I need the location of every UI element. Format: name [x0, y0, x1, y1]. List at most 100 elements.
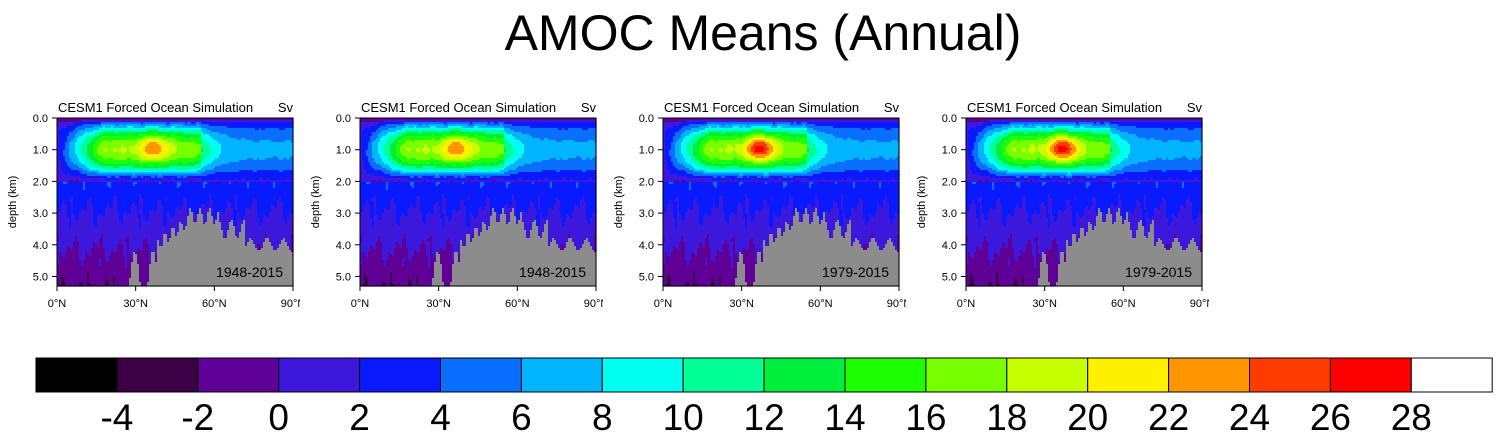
contour-cell: [93, 168, 96, 171]
contour-cell: [97, 194, 100, 197]
contour-cell: [173, 150, 176, 153]
contour-cell: [73, 140, 76, 143]
contour-cell: [163, 234, 166, 237]
contour-cell: [143, 142, 146, 145]
contour-cell: [171, 164, 174, 167]
contour-cell: [137, 160, 140, 163]
contour-cell: [117, 152, 120, 155]
contour-cell: [133, 228, 136, 231]
contour-cell: [91, 122, 94, 125]
contour-cell: [125, 250, 128, 253]
contour-cell: [107, 242, 110, 245]
contour-cell: [59, 276, 62, 279]
contour-cell: [101, 186, 104, 189]
contour-cell: [161, 192, 164, 195]
contour-cell: [131, 228, 134, 231]
contour-cell: [93, 240, 96, 243]
contour-cell: [135, 234, 138, 237]
contour-cell: [117, 192, 120, 195]
contour-cell: [71, 280, 74, 283]
contour-cell: [77, 268, 80, 271]
contour-cell: [141, 254, 144, 257]
contour-cell: [91, 220, 94, 223]
contour-cell: [169, 148, 172, 151]
contour-cell: [91, 124, 94, 127]
contour-cell: [155, 184, 158, 187]
contour-cell: [133, 140, 136, 143]
contour-cell: [109, 176, 112, 179]
contour-cell: [67, 142, 70, 145]
contour-cell: [173, 238, 176, 241]
contour-cell: [147, 188, 150, 191]
contour-cell: [75, 194, 78, 197]
contour-cell: [127, 184, 130, 187]
contour-cell: [153, 186, 156, 189]
contour-cell: [57, 252, 60, 255]
contour-cell: [83, 214, 86, 217]
contour-cell: [119, 170, 122, 173]
contour-cell: [63, 208, 66, 211]
contour-cell: [143, 160, 146, 163]
contour-cell: [129, 216, 132, 219]
contour-cell: [133, 154, 136, 157]
contour-cell: [73, 186, 76, 189]
contour-cell: [169, 284, 172, 287]
contour-cell: [171, 220, 174, 223]
contour-cell: [87, 214, 90, 217]
contour-cell: [135, 144, 138, 147]
contour-cell: [61, 188, 64, 191]
contour-cell: [121, 200, 124, 203]
contour-cell: [163, 154, 166, 157]
contour-cell: [143, 206, 146, 209]
contour-cell: [143, 174, 146, 177]
contour-cell: [129, 170, 132, 173]
contour-cell: [113, 262, 116, 265]
contour-cell: [123, 134, 126, 137]
contour-cell: [123, 126, 126, 129]
contour-cell: [137, 254, 140, 257]
contour-cell: [119, 176, 122, 179]
contour-cell: [67, 218, 70, 221]
contour-cell: [159, 264, 162, 267]
contour-cell: [149, 218, 152, 221]
contour-cell: [169, 176, 172, 179]
contour-cell: [79, 236, 82, 239]
contour-cell: [129, 188, 132, 191]
contour-cell: [103, 208, 106, 211]
contour-cell: [69, 158, 72, 161]
contour-cell: [129, 140, 132, 143]
contour-cell: [85, 182, 88, 185]
contour-cell: [79, 144, 82, 147]
contour-cell: [117, 130, 120, 133]
contour-cell: [57, 238, 60, 241]
contour-cell: [69, 232, 72, 235]
contour-cell: [71, 128, 74, 131]
contour-cell: [105, 206, 108, 209]
contour-cell: [103, 138, 106, 141]
contour-cell: [99, 242, 102, 245]
contour-cell: [69, 148, 72, 151]
contour-cell: [137, 250, 140, 253]
contour-cell: [151, 140, 154, 143]
contour-cell: [119, 278, 122, 281]
contour-cell: [97, 230, 100, 233]
contour-cell: [109, 274, 112, 277]
contour-cell: [99, 178, 102, 181]
contour-cell: [99, 118, 102, 121]
contour-cell: [137, 144, 140, 147]
contour-cell: [63, 180, 66, 183]
contour-cell: [117, 172, 120, 175]
contour-cell: [115, 118, 118, 121]
contour-cell: [131, 238, 134, 241]
contour-cell: [101, 148, 104, 151]
contour-cell: [125, 178, 128, 181]
contour-cell: [131, 204, 134, 207]
contour-cell: [77, 238, 80, 241]
contour-cell: [95, 188, 98, 191]
contour-cell: [77, 244, 80, 247]
contour-cell: [117, 138, 120, 141]
contour-cell: [125, 192, 128, 195]
contour-cell: [111, 182, 114, 185]
contour-cell: [129, 196, 132, 199]
contour-cell: [145, 194, 148, 197]
